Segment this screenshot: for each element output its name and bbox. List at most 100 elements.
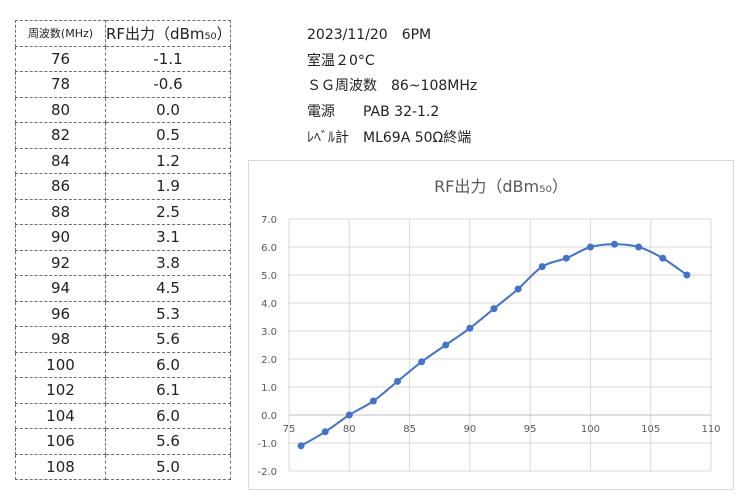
y-tick-label: 3.0	[261, 327, 277, 338]
chart-axes: 75 80 85 90 95 100 105 110 -2.0 -1.0 0.0 1.0 2.0 3.0 4…	[257, 215, 720, 478]
cell-frequency[interactable]: 100	[15, 351, 106, 378]
data-point[interactable]	[418, 358, 426, 366]
cell-frequency[interactable]: 82	[15, 122, 106, 149]
chart-title: RF出力（dBm₅₀）	[434, 177, 568, 196]
cell-rf-output[interactable]: 5.0	[105, 453, 231, 480]
cell-frequency[interactable]: 92	[15, 249, 106, 276]
cell-rf-output[interactable]: -0.6	[105, 71, 231, 98]
cell-rf-output[interactable]: 1.2	[105, 147, 231, 174]
data-point[interactable]	[586, 243, 594, 251]
data-point[interactable]	[345, 411, 353, 419]
measurement-notes: 2023/11/20 6PM 室温２0°C ＳＧ周波数 86~108MHz 電源…	[307, 23, 477, 151]
y-tick-label: 5.0	[261, 271, 277, 282]
y-tick-label: -1.0	[257, 439, 277, 450]
cell-rf-output[interactable]: 3.8	[105, 249, 231, 276]
table-row: 104 6.0	[15, 402, 231, 429]
cell-rf-output[interactable]: 0.0	[105, 96, 231, 123]
data-point[interactable]	[611, 240, 619, 248]
data-point[interactable]	[442, 341, 450, 349]
note-power-supply[interactable]: 電源 PAB 32-1.2	[307, 104, 440, 121]
y-tick-label: 6.0	[261, 243, 277, 254]
data-point[interactable]	[514, 285, 522, 293]
y-tick-label: -2.0	[257, 467, 277, 478]
table-row: 80 0.0	[15, 96, 231, 123]
chart-series	[297, 240, 691, 450]
x-tick-label: 85	[403, 424, 416, 435]
note-level-meter[interactable]: ﾚﾍﾞﾙ計 ML69A 50Ω終端	[307, 129, 472, 146]
x-tick-label: 80	[343, 424, 356, 435]
x-tick-label: 90	[463, 424, 476, 435]
table-row: 76 -1.1	[15, 45, 231, 72]
note-temperature[interactable]: 室温２0°C	[307, 52, 375, 69]
table-row: 102 6.1	[15, 377, 231, 404]
table-row: 100 6.0	[15, 351, 231, 378]
note-date[interactable]: 2023/11/20 6PM	[307, 27, 432, 43]
frequency-table: 周波数(MHz) RF出力（dBm₅₀） 76 -1.1 78 -0.6 80 0.0 82…	[15, 20, 232, 480]
cell-rf-output[interactable]: 0.5	[105, 122, 231, 149]
data-point[interactable]	[683, 271, 691, 279]
table-row: 88 2.5	[15, 198, 231, 225]
x-tick-label: 100	[581, 424, 600, 435]
table-row: 94 4.5	[15, 275, 231, 302]
cell-frequency[interactable]: 76	[15, 45, 106, 72]
y-tick-label: 7.0	[261, 215, 277, 226]
x-tick-label: 95	[524, 424, 537, 435]
chart-canvas: RF出力（dBm₅₀） 75 80 85 90 95 100 105 110 -2.0 -1.0 0…	[248, 160, 734, 490]
data-point[interactable]	[466, 324, 474, 332]
table-row: 96 5.3	[15, 300, 231, 327]
data-point[interactable]	[562, 254, 570, 262]
table-row: 92 3.8	[15, 249, 231, 276]
table-row: 108 5.0	[15, 453, 231, 480]
cell-rf-output[interactable]: 1.9	[105, 173, 231, 200]
note-sg-frequency[interactable]: ＳＧ周波数 86~108MHz	[307, 78, 478, 95]
data-point[interactable]	[659, 254, 667, 262]
cell-rf-output[interactable]: 2.5	[105, 198, 231, 225]
cell-frequency[interactable]: 86	[15, 173, 106, 200]
table-row: 98 5.6	[15, 326, 231, 353]
cell-rf-output[interactable]: 5.6	[105, 326, 231, 353]
cell-frequency[interactable]: 88	[15, 198, 106, 225]
table-row: 86 1.9	[15, 173, 231, 200]
data-point[interactable]	[394, 377, 402, 385]
cell-rf-output[interactable]: 5.6	[105, 428, 231, 455]
data-point[interactable]	[635, 243, 643, 251]
cell-frequency[interactable]: 108	[15, 453, 106, 480]
x-tick-label: 105	[641, 424, 660, 435]
cell-frequency[interactable]: 80	[15, 96, 106, 123]
header-rf-output[interactable]: RF出力（dBm₅₀）	[105, 20, 232, 47]
cell-frequency[interactable]: 104	[15, 402, 106, 429]
cell-rf-output[interactable]: 6.0	[105, 351, 231, 378]
table-row: 82 0.5	[15, 122, 231, 149]
y-tick-label: 4.0	[261, 299, 277, 310]
cell-frequency[interactable]: 96	[15, 300, 106, 327]
cell-rf-output[interactable]: 3.1	[105, 224, 231, 251]
cell-frequency[interactable]: 102	[15, 377, 106, 404]
table-row: 106 5.6	[15, 428, 231, 455]
cell-frequency[interactable]: 94	[15, 275, 106, 302]
cell-frequency[interactable]: 90	[15, 224, 106, 251]
x-tick-label: 110	[701, 424, 720, 435]
rf-output-chart[interactable]: RF出力（dBm₅₀） 75 80 85 90 95 100 105 110 -2.0 -1.0 0…	[248, 160, 734, 490]
cell-rf-output[interactable]: 6.0	[105, 402, 231, 429]
cell-rf-output[interactable]: -1.1	[105, 45, 231, 72]
cell-frequency[interactable]: 78	[15, 71, 106, 98]
chart-area	[248, 160, 734, 490]
data-point[interactable]	[369, 397, 377, 405]
y-tick-label: 0.0	[261, 411, 277, 422]
data-point[interactable]	[490, 305, 498, 313]
table-row: 90 3.1	[15, 224, 231, 251]
cell-rf-output[interactable]: 4.5	[105, 275, 231, 302]
cell-frequency[interactable]: 106	[15, 428, 106, 455]
data-point[interactable]	[321, 428, 329, 436]
data-point[interactable]	[538, 263, 546, 271]
y-tick-label: 2.0	[261, 355, 277, 366]
table-row: 84 1.2	[15, 147, 231, 174]
header-frequency[interactable]: 周波数(MHz)	[15, 20, 106, 47]
cell-frequency[interactable]: 84	[15, 147, 106, 174]
x-tick-label: 75	[283, 424, 296, 435]
data-point[interactable]	[297, 442, 305, 450]
cell-rf-output[interactable]: 6.1	[105, 377, 231, 404]
cell-frequency[interactable]: 98	[15, 326, 106, 353]
cell-rf-output[interactable]: 5.3	[105, 300, 231, 327]
